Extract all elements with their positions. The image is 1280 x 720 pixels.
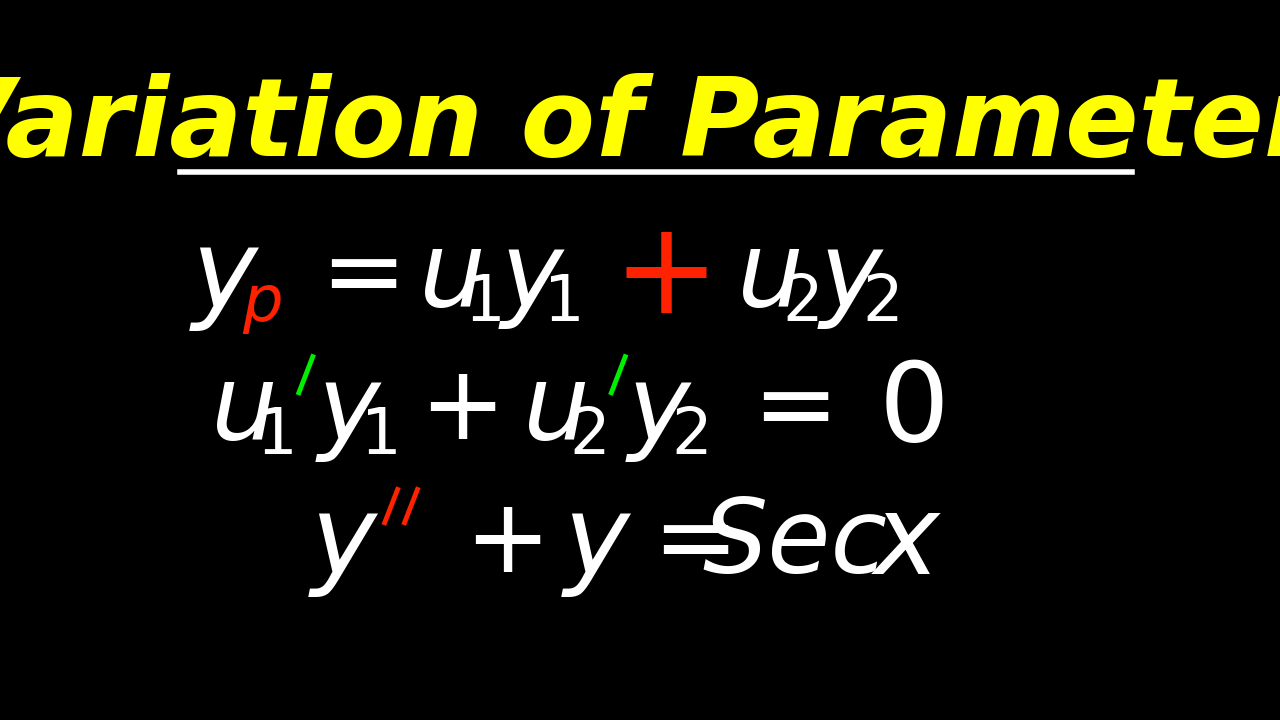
Text: y: y [192, 224, 257, 331]
Text: 2: 2 [672, 405, 712, 467]
Text: =: = [653, 493, 739, 594]
Text: 1: 1 [465, 271, 506, 333]
Text: u: u [211, 360, 278, 462]
Text: 1: 1 [544, 271, 585, 333]
Text: =: = [320, 228, 407, 328]
Text: y: y [500, 227, 563, 328]
Text: +: + [612, 215, 719, 340]
Text: y: y [311, 490, 376, 598]
Text: p: p [242, 271, 283, 333]
Text: x: x [874, 490, 940, 598]
Text: y: y [563, 490, 630, 598]
Text: =: = [751, 360, 838, 462]
Text: y: y [317, 360, 380, 462]
Text: u: u [420, 227, 486, 328]
Text: 1: 1 [257, 405, 297, 467]
Text: 2: 2 [863, 271, 904, 333]
Text: y: y [819, 227, 882, 328]
Text: 2: 2 [570, 405, 609, 467]
Text: y: y [627, 360, 690, 462]
Text: +: + [420, 360, 506, 462]
Text: 1: 1 [361, 405, 402, 467]
Text: +: + [465, 493, 550, 594]
Text: u: u [524, 360, 590, 462]
Text: 0: 0 [878, 357, 950, 464]
Text: u: u [737, 227, 804, 328]
Text: 2: 2 [782, 271, 823, 333]
Text: Variation of Parameters: Variation of Parameters [0, 73, 1280, 179]
Text: Sec: Sec [703, 494, 887, 594]
